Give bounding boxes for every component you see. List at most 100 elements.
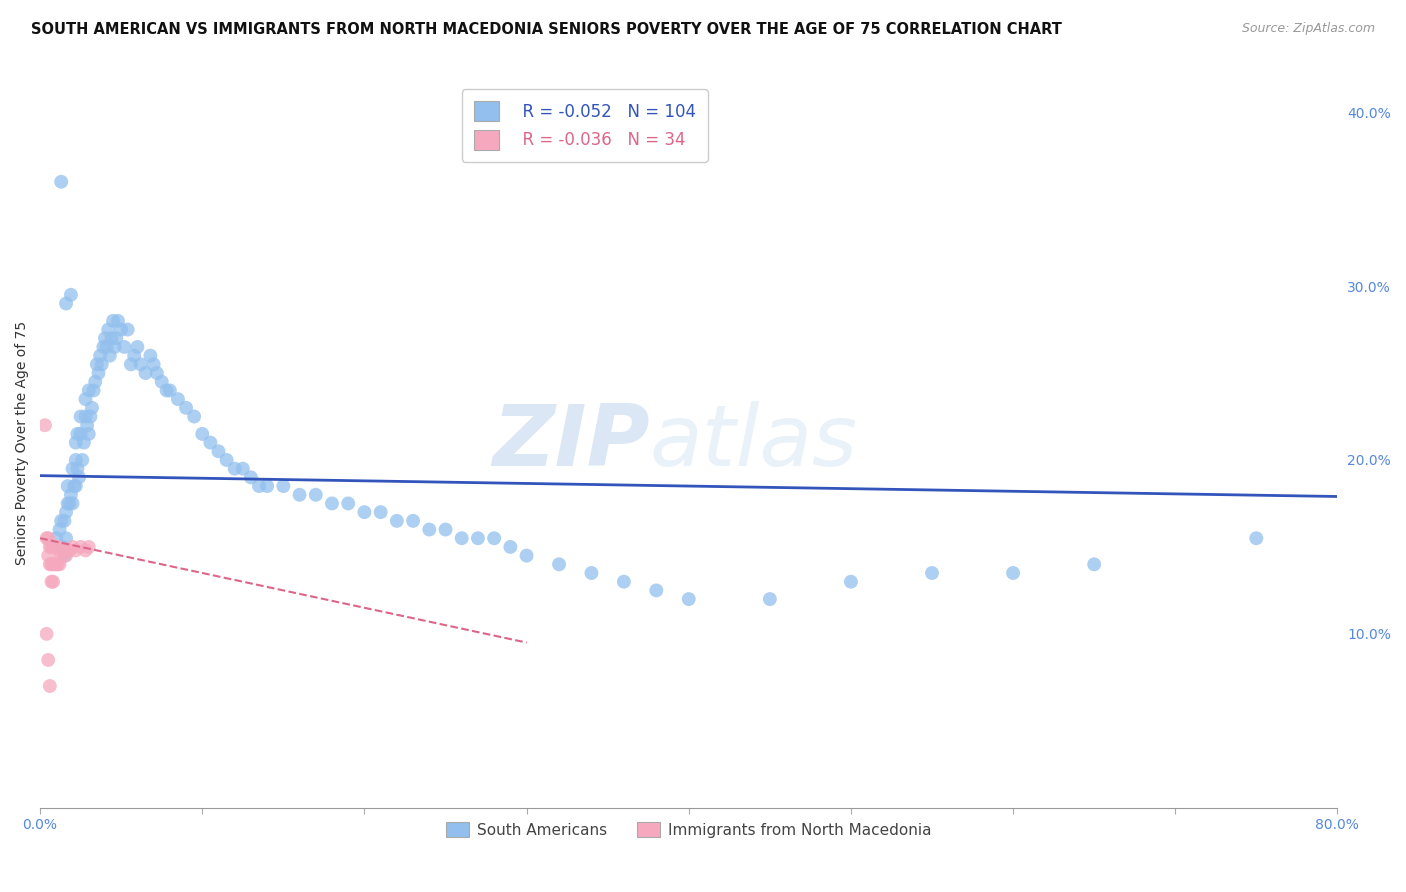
Point	[97, 322, 120, 336]
Point	[53, 549, 76, 563]
Point	[76, 418, 98, 433]
Point	[63, 479, 86, 493]
Point	[65, 435, 87, 450]
Point	[45, 558, 67, 572]
Point	[94, 331, 117, 345]
Point	[146, 366, 169, 380]
Point	[51, 175, 73, 189]
Point	[548, 558, 571, 572]
Point	[46, 540, 69, 554]
Point	[139, 349, 162, 363]
Point	[142, 357, 165, 371]
Point	[232, 461, 254, 475]
Point	[122, 349, 145, 363]
Point	[35, 531, 58, 545]
Point	[62, 496, 84, 510]
Point	[207, 444, 229, 458]
Point	[273, 479, 295, 493]
Point	[48, 558, 70, 572]
Point	[305, 488, 328, 502]
Point	[89, 349, 111, 363]
Point	[105, 331, 128, 345]
Point	[499, 540, 522, 554]
Point	[79, 409, 101, 424]
Point	[77, 426, 100, 441]
Point	[200, 435, 222, 450]
Point	[53, 514, 76, 528]
Point	[46, 558, 69, 572]
Point	[353, 505, 375, 519]
Point	[256, 479, 278, 493]
Point	[1083, 558, 1105, 572]
Point	[55, 296, 77, 310]
Point	[678, 592, 700, 607]
Point	[581, 566, 603, 580]
Point	[155, 384, 177, 398]
Point	[41, 540, 63, 554]
Point	[516, 549, 538, 563]
Point	[134, 366, 156, 380]
Point	[56, 543, 79, 558]
Point	[42, 558, 65, 572]
Point	[52, 543, 75, 558]
Point	[86, 357, 108, 371]
Point	[55, 505, 77, 519]
Point	[101, 314, 124, 328]
Text: ZIP: ZIP	[492, 401, 650, 484]
Point	[174, 401, 197, 415]
Point	[1246, 531, 1268, 545]
Point	[120, 357, 142, 371]
Point	[117, 322, 139, 336]
Y-axis label: Seniors Poverty Over the Age of 75: Seniors Poverty Over the Age of 75	[15, 320, 30, 565]
Point	[51, 549, 73, 563]
Point	[321, 496, 343, 510]
Point	[69, 540, 91, 554]
Point	[159, 384, 181, 398]
Point	[37, 531, 59, 545]
Point	[59, 287, 82, 301]
Point	[107, 314, 129, 328]
Text: atlas: atlas	[650, 401, 858, 484]
Point	[73, 435, 96, 450]
Point	[93, 340, 115, 354]
Point	[45, 540, 67, 554]
Point	[37, 653, 59, 667]
Point	[418, 523, 440, 537]
Point	[90, 357, 112, 371]
Point	[67, 470, 90, 484]
Text: Source: ZipAtlas.com: Source: ZipAtlas.com	[1241, 22, 1375, 36]
Point	[62, 461, 84, 475]
Point	[41, 558, 63, 572]
Point	[215, 453, 238, 467]
Point	[167, 392, 190, 406]
Point	[37, 549, 59, 563]
Point	[127, 340, 149, 354]
Point	[921, 566, 943, 580]
Point	[183, 409, 205, 424]
Point	[38, 558, 60, 572]
Point	[62, 540, 84, 554]
Point	[87, 366, 110, 380]
Point	[38, 540, 60, 554]
Point	[224, 461, 246, 475]
Point	[98, 349, 121, 363]
Point	[402, 514, 425, 528]
Text: SOUTH AMERICAN VS IMMIGRANTS FROM NORTH MACEDONIA SENIORS POVERTY OVER THE AGE O: SOUTH AMERICAN VS IMMIGRANTS FROM NORTH …	[31, 22, 1062, 37]
Point	[69, 426, 91, 441]
Point	[450, 531, 472, 545]
Point	[96, 340, 118, 354]
Point	[75, 392, 97, 406]
Point	[75, 543, 97, 558]
Point	[51, 514, 73, 528]
Point	[56, 496, 79, 510]
Point	[65, 543, 87, 558]
Point	[66, 461, 89, 475]
Point	[56, 479, 79, 493]
Point	[65, 453, 87, 467]
Point	[42, 540, 65, 554]
Point	[100, 331, 122, 345]
Point	[1002, 566, 1025, 580]
Point	[467, 531, 489, 545]
Point	[385, 514, 408, 528]
Point	[613, 574, 636, 589]
